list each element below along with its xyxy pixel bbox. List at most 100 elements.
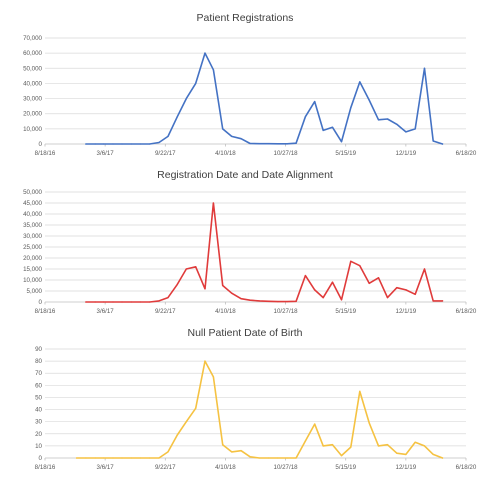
data-point — [130, 143, 132, 145]
y-tick-label: 70,000 — [23, 35, 42, 42]
x-tick-label: 6/18/20 — [456, 464, 477, 471]
y-tick-label: 50,000 — [23, 65, 42, 72]
data-point — [359, 265, 361, 267]
data-point — [268, 457, 270, 459]
data-point — [432, 300, 434, 302]
y-tick-label: 50,000 — [23, 189, 42, 196]
data-point — [249, 299, 251, 301]
data-point — [121, 301, 123, 303]
data-point — [414, 128, 416, 130]
y-tick-label: 45,000 — [23, 200, 42, 207]
data-point — [212, 376, 214, 378]
data-point — [386, 444, 389, 446]
data-point — [85, 457, 87, 459]
data-point — [423, 67, 426, 69]
x-tick-label: 5/15/19 — [335, 464, 356, 471]
data-point — [322, 445, 324, 447]
data-point — [94, 457, 96, 459]
x-tick-label: 4/10/18 — [215, 308, 236, 315]
data-point — [368, 282, 370, 284]
data-point — [204, 52, 206, 54]
data-point — [158, 457, 160, 459]
data-point — [377, 445, 380, 447]
data-point — [414, 293, 416, 295]
y-tick-label: 90 — [35, 346, 42, 353]
data-point — [185, 268, 187, 270]
data-point — [441, 457, 444, 459]
data-point — [212, 202, 214, 204]
data-point — [222, 284, 224, 287]
x-tick-label: 12/1/19 — [396, 150, 417, 157]
data-point — [350, 446, 352, 448]
data-point — [167, 451, 169, 453]
data-point — [359, 390, 361, 392]
y-tick-label: 30,000 — [23, 96, 42, 103]
data-point — [112, 143, 114, 145]
x-tick-label: 6/18/20 — [456, 150, 477, 157]
y-tick-label: 20,000 — [23, 255, 42, 262]
y-tick-label: 0 — [39, 299, 43, 306]
data-point — [331, 444, 334, 446]
y-tick-label: 10,000 — [23, 126, 42, 133]
data-point — [240, 450, 242, 452]
x-tick-label: 9/22/17 — [155, 308, 176, 315]
y-tick-label: 20,000 — [23, 111, 42, 118]
data-point — [231, 292, 233, 294]
series-line — [85, 52, 444, 145]
data-point — [405, 131, 407, 133]
data-point — [295, 300, 297, 302]
data-point — [277, 143, 279, 145]
data-point — [396, 452, 398, 454]
data-point — [304, 116, 306, 118]
data-point — [350, 107, 352, 109]
data-point — [76, 457, 78, 459]
data-point — [258, 143, 260, 145]
y-tick-label: 15,000 — [23, 266, 42, 273]
x-tick-label: 9/22/17 — [155, 464, 176, 471]
data-point — [103, 457, 105, 459]
data-point — [350, 260, 352, 262]
data-point — [149, 301, 151, 303]
data-point — [121, 457, 123, 459]
chart-2: Registration Date and Date Alignment 0 5,0… — [23, 169, 477, 315]
x-tick-label: 8/18/16 — [35, 464, 56, 471]
data-point — [386, 297, 389, 299]
data-point — [295, 457, 297, 459]
chart-title: Patient Registrations — [197, 12, 294, 24]
data-point — [103, 143, 105, 145]
data-point — [231, 451, 233, 453]
x-tick-label: 4/10/18 — [215, 464, 236, 471]
data-point — [441, 300, 444, 302]
data-point — [240, 138, 242, 140]
data-point — [149, 143, 151, 145]
y-tick-label: 40 — [35, 407, 42, 414]
data-point — [441, 143, 444, 145]
x-tick-label: 6/18/20 — [456, 308, 477, 315]
y-tick-label: 40,000 — [23, 80, 42, 87]
data-point — [103, 301, 105, 303]
y-tick-label: 10 — [35, 443, 42, 450]
y-tick-label: 60 — [35, 382, 42, 389]
data-point — [185, 98, 187, 100]
y-tick-label: 30 — [35, 419, 42, 426]
data-point — [240, 298, 242, 300]
chart-title: Registration Date and Date Alignment — [157, 169, 333, 181]
x-tick-label: 12/1/19 — [396, 464, 417, 471]
y-tick-label: 20 — [35, 431, 42, 438]
data-point — [423, 268, 426, 270]
y-tick-label: 70 — [35, 370, 42, 377]
data-point — [340, 299, 343, 301]
data-point — [158, 141, 160, 144]
y-tick-label: 0 — [39, 455, 43, 462]
data-point — [396, 123, 398, 125]
data-point — [94, 143, 96, 145]
data-point — [423, 445, 426, 447]
data-point — [331, 126, 334, 128]
x-tick-label: 8/18/16 — [35, 308, 56, 315]
data-point — [331, 281, 334, 283]
data-point — [286, 301, 288, 303]
x-tick-label: 10/27/18 — [274, 308, 299, 315]
x-tick-label: 8/18/16 — [35, 150, 56, 157]
data-point — [359, 81, 361, 83]
